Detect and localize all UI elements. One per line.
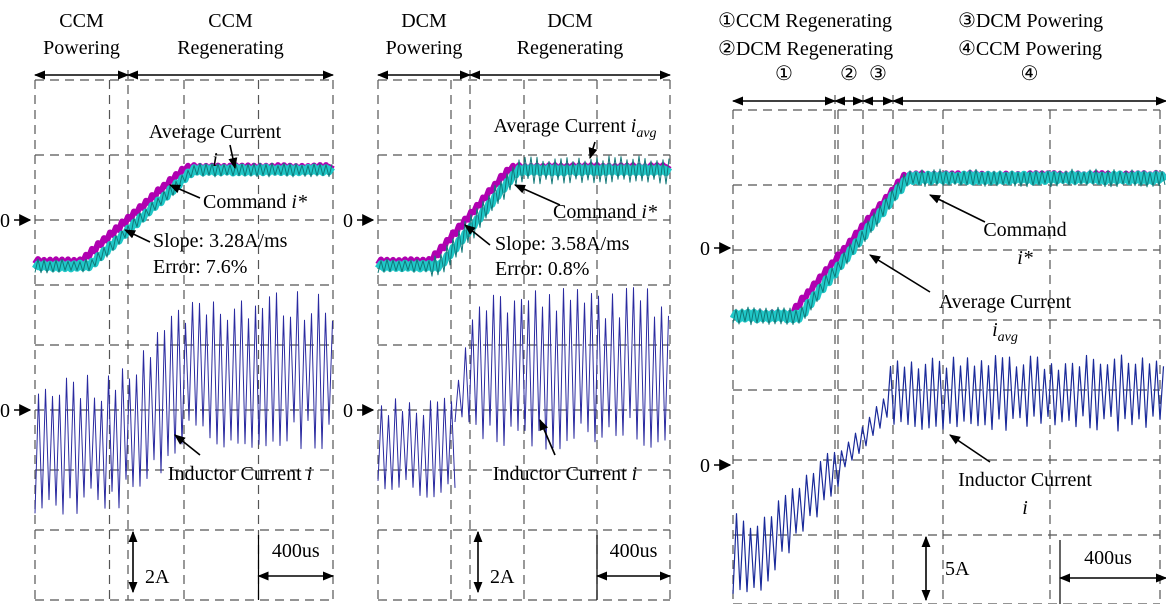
header: DCM: [547, 10, 593, 32]
error-label: Error: 0.8%: [495, 258, 589, 280]
text: Inductor Current: [168, 463, 302, 485]
header: CCM: [59, 10, 104, 32]
legend: ③DCM Powering: [958, 10, 1103, 32]
zero-label: 0: [343, 400, 353, 422]
average-label-var: i: [212, 149, 218, 171]
pointer: [590, 142, 595, 158]
phase-label: ③: [869, 63, 887, 85]
pointer: [870, 255, 930, 292]
pointer: [930, 195, 985, 222]
legend: ②DCM Regenerating: [718, 38, 893, 60]
zero-label: 0: [343, 210, 353, 232]
pointer: [125, 230, 150, 242]
phase-label: ①: [775, 63, 793, 85]
var: i*: [1017, 247, 1033, 269]
var: i*: [641, 201, 657, 223]
subscript: avg: [998, 330, 1018, 345]
error-label: Error: 7.6%: [153, 256, 247, 278]
slope-label: Slope: 3.28A/ms: [153, 230, 288, 252]
time-scale: 400us: [1084, 547, 1132, 569]
header: Powering: [43, 37, 120, 59]
zero-label: 0: [700, 238, 710, 260]
phase-label: ④: [1021, 63, 1039, 85]
var: i: [1022, 497, 1028, 519]
legend: ④CCM Powering: [958, 38, 1102, 60]
phase-label: ②: [840, 63, 858, 85]
text: Inductor Current: [493, 463, 627, 485]
average-label-var: iavg: [992, 319, 1018, 345]
zero-label: 0: [700, 455, 710, 477]
header: Powering: [386, 37, 463, 59]
var: i*: [291, 191, 307, 213]
var: i: [632, 463, 638, 485]
text: Command: [203, 191, 286, 213]
average-label: Average Current: [939, 291, 1072, 313]
inductor-trace: [378, 398, 455, 497]
header: CCM: [208, 10, 253, 32]
average-label: Average Current: [149, 121, 282, 143]
text: Average Current: [493, 115, 626, 137]
legend: ①CCM Regenerating: [718, 10, 892, 32]
inductor-trace: [455, 288, 669, 450]
inductor-label: Inductor Current: [958, 469, 1092, 491]
current-scale: 2A: [490, 566, 515, 588]
command-label-var: i*: [1017, 247, 1033, 269]
zero-label: 0: [0, 400, 10, 422]
pointer: [515, 185, 560, 205]
header: Regenerating: [177, 37, 284, 59]
pointer: [950, 435, 990, 462]
zero-label: 0: [0, 210, 10, 232]
text: Command: [553, 201, 636, 223]
inductor-label-var: i: [1022, 497, 1028, 519]
current-scale: 5A: [945, 558, 970, 580]
time-scale: 400us: [272, 540, 320, 562]
slope-label: Slope: 3.58A/ms: [495, 233, 630, 255]
pointer: [175, 435, 200, 455]
time-scale: 400us: [610, 540, 658, 562]
current-scale: 2A: [145, 566, 170, 588]
header: Regenerating: [517, 37, 624, 59]
var: i: [307, 463, 313, 485]
command-label: Command: [983, 219, 1066, 241]
var: i: [212, 149, 218, 171]
subscript: avg: [636, 126, 656, 141]
figure: CCM Powering CCM Regenerating 0 0 Average Curr…: [0, 0, 1166, 604]
header: DCM: [401, 10, 447, 32]
